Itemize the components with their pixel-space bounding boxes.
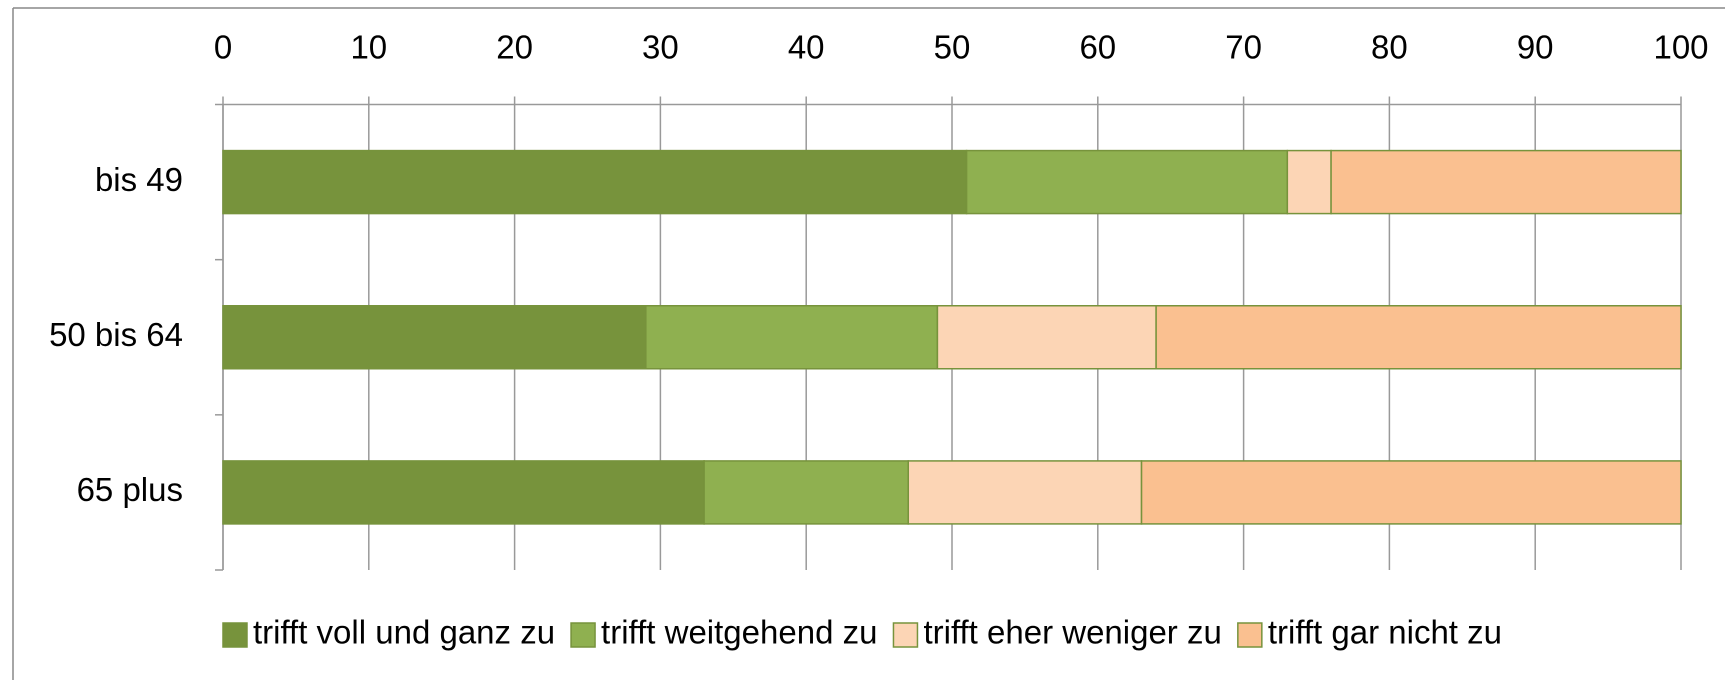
bar-segment [1330, 149, 1682, 215]
bar-segment [1286, 149, 1332, 215]
bar-segment [222, 149, 968, 215]
bar-segment [222, 460, 705, 525]
legend-swatch [1237, 622, 1263, 648]
x-tick-label: 80 [1371, 29, 1408, 66]
x-tick-label: 60 [1079, 29, 1116, 66]
bar-segment [965, 149, 1289, 215]
bar-segment [703, 460, 910, 525]
bar-segment [645, 305, 939, 370]
y-tick-label: bis 49 [95, 161, 183, 198]
legend-label: trifft gar nicht zu [1268, 614, 1502, 651]
bar-segment [907, 460, 1143, 525]
bar-segment [1140, 460, 1682, 525]
bar-segment [1155, 305, 1682, 370]
x-tick-label: 50 [934, 29, 971, 66]
x-tick-label: 30 [642, 29, 679, 66]
bar-segment [936, 305, 1157, 370]
legend-label: trifft weitgehend zu [601, 614, 877, 651]
x-tick-label: 100 [1653, 29, 1708, 66]
bar-segment [222, 305, 647, 370]
x-tick-label: 0 [214, 29, 232, 66]
x-tick-label: 20 [496, 29, 533, 66]
legend-swatch [222, 622, 248, 648]
legend-label: trifft voll und ganz zu [253, 614, 555, 651]
x-tick-label: 10 [350, 29, 387, 66]
y-tick-label: 50 bis 64 [49, 316, 183, 353]
y-tick-label: 65 plus [77, 471, 183, 508]
legend-swatch [892, 622, 919, 648]
x-tick-label: 90 [1517, 29, 1554, 66]
legend-swatch [570, 622, 596, 648]
x-tick-label: 40 [788, 29, 825, 66]
legend-label: trifft eher weniger zu [923, 614, 1221, 651]
x-tick-label: 70 [1225, 29, 1262, 66]
